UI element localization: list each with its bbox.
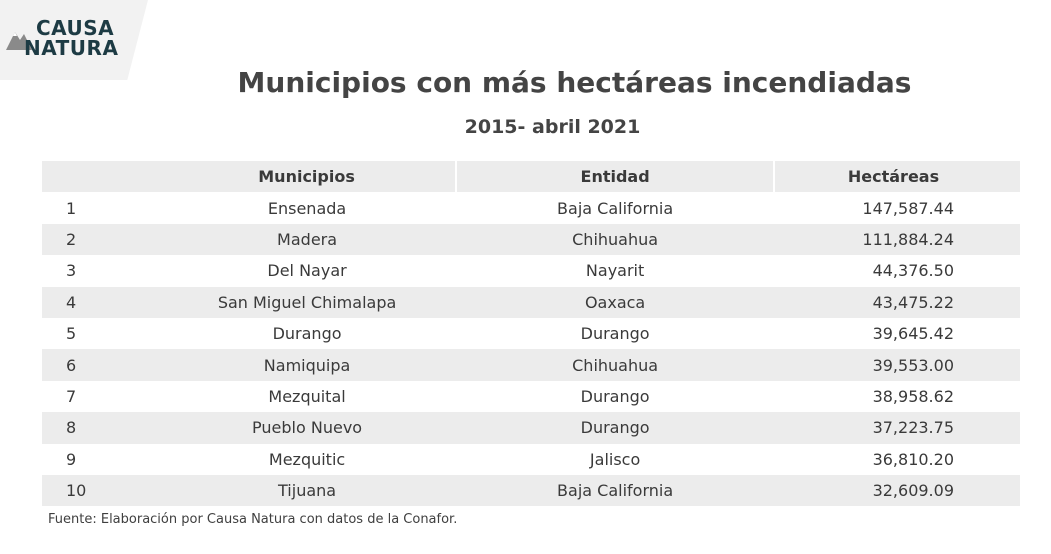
cell-municipio: Ensenada (267, 198, 347, 218)
cell-entidad: Baja California (557, 198, 674, 218)
cell-rank: 7 (66, 386, 77, 406)
cell-entidad: Baja California (456, 474, 774, 507)
cell-hectareas: 39,645.42 (872, 324, 954, 344)
cell-municipio: Madera (157, 223, 457, 256)
cell-rank: 4 (42, 286, 158, 318)
table-row: 9 Mezquitic Jalisco 36,810.20 (42, 444, 1020, 475)
logo-line-2: NATURA (24, 36, 119, 60)
cell-hectareas: 43,475.22 (773, 286, 1020, 318)
cell-entidad: Durango (580, 324, 650, 344)
table-row: 5 Durango Durango 39,645.42 (42, 318, 1020, 349)
mountain-icon (6, 32, 32, 50)
cell-hectareas: 44,376.50 (872, 261, 954, 281)
header-municipios: Municipios (157, 161, 457, 193)
cell-rank: 8 (42, 412, 158, 444)
cell-rank: 2 (42, 223, 158, 256)
cell-rank: 1 (66, 198, 77, 218)
header-rank (42, 161, 158, 193)
cell-municipio: Del Nayar (267, 261, 347, 281)
chart-title: Municipios con más hectáreas incendiadas (237, 66, 912, 99)
table-row: 6 Namiquipa Chihuahua 39,553.00 (42, 349, 1020, 381)
cell-hectareas: 37,223.75 (773, 412, 1020, 444)
cell-hectareas: 111,884.24 (773, 223, 1020, 256)
cell-rank: 6 (42, 349, 158, 381)
data-table: Municipios Entidad Hectáreas 1 Ensenada Ba… (42, 161, 1020, 507)
chart-subtitle: 2015- abril 2021 (464, 116, 641, 138)
cell-entidad: Nayarit (585, 261, 645, 281)
cell-hectareas: 39,553.00 (773, 349, 1020, 381)
cell-rank: 9 (66, 449, 77, 469)
header-entidad: Entidad (455, 161, 774, 193)
cell-entidad: Durango (456, 412, 774, 444)
cell-municipio: Durango (272, 324, 342, 344)
cell-municipio: Mezquitic (268, 449, 346, 469)
cell-entidad: Durango (580, 386, 650, 406)
cell-municipio: Tijuana (157, 474, 457, 507)
logo-line-1: CAUSA (36, 16, 115, 40)
cell-municipio: Mezquital (268, 386, 346, 406)
cell-hectareas: 147,587.44 (862, 198, 954, 218)
table-row: 10 Tijuana Baja California 32,609.09 (42, 474, 1020, 507)
cell-municipio: Namiquipa (157, 349, 457, 381)
cell-entidad: Oaxaca (456, 286, 774, 318)
causa-natura-logo: CAUSA NATURA (0, 0, 148, 80)
cell-municipio: San Miguel Chimalapa (157, 286, 457, 318)
table-row: 8 Pueblo Nuevo Durango 37,223.75 (42, 412, 1020, 444)
cell-entidad: Jalisco (589, 449, 641, 469)
cell-hectareas: 38,958.62 (872, 386, 954, 406)
table-header-row: Municipios Entidad Hectáreas (42, 161, 1020, 193)
table-row: 1 Ensenada Baja California 147,587.44 (42, 192, 1020, 223)
source-note: Fuente: Elaboración por Causa Natura con… (48, 512, 458, 527)
table-row: 3 Del Nayar Nayarit 44,376.50 (42, 255, 1020, 286)
table-row: 2 Madera Chihuahua 111,884.24 (42, 223, 1020, 256)
table-row: 4 San Miguel Chimalapa Oaxaca 43,475.22 (42, 286, 1020, 318)
header-hectareas: Hectáreas (772, 161, 1020, 193)
cell-entidad: Chihuahua (456, 349, 774, 381)
cell-municipio: Pueblo Nuevo (157, 412, 457, 444)
cell-rank: 10 (42, 474, 158, 507)
cell-rank: 3 (66, 261, 77, 281)
cell-hectareas: 36,810.20 (872, 449, 954, 469)
cell-rank: 5 (66, 324, 77, 344)
cell-hectareas: 32,609.09 (773, 474, 1020, 507)
table-row: 7 Mezquital Durango 38,958.62 (42, 381, 1020, 412)
cell-entidad: Chihuahua (456, 223, 774, 256)
